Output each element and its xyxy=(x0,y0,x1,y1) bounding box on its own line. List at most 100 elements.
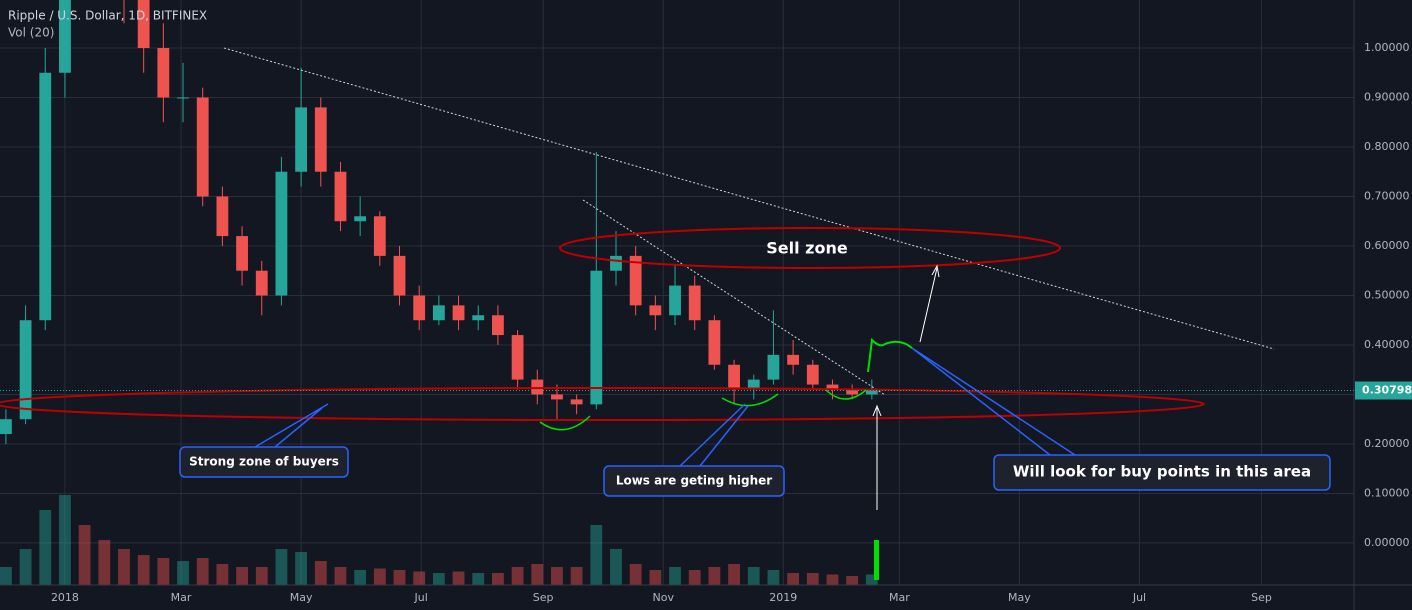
candle-body xyxy=(806,364,819,385)
volume-bar xyxy=(728,564,740,585)
volume-bar xyxy=(669,567,681,585)
candle-body xyxy=(275,171,288,296)
volume-bar xyxy=(19,549,32,585)
volume-bar xyxy=(373,568,386,585)
volume-bar xyxy=(452,571,465,585)
annotation: Lows are geting higher xyxy=(616,474,772,488)
volume-bar xyxy=(78,525,91,585)
candle-body xyxy=(767,354,780,380)
candle-body xyxy=(570,399,583,405)
volume-bar xyxy=(708,567,721,585)
volume-bar xyxy=(531,564,544,585)
candle-body xyxy=(590,270,603,405)
y-tick-label: 0.70000 xyxy=(1364,189,1410,202)
callout-pointer xyxy=(679,403,749,467)
volume-bar xyxy=(393,570,406,585)
volume-bar xyxy=(275,549,288,585)
candle-body xyxy=(649,305,662,316)
x-tick-label: Jul xyxy=(414,591,428,604)
y-tick-label: 0.20000 xyxy=(1364,437,1410,450)
volume-bar xyxy=(649,570,662,585)
candle-body xyxy=(610,255,622,271)
candle-body xyxy=(551,394,563,400)
candle-body xyxy=(39,72,52,321)
volume-bar xyxy=(157,558,170,585)
x-tick-label: Mar xyxy=(171,591,192,604)
x-tick-label: Sep xyxy=(1251,591,1272,604)
y-tick-label: 1.00000 xyxy=(1364,41,1410,54)
candle-body xyxy=(334,171,347,222)
candle-body xyxy=(295,107,308,172)
candle-body xyxy=(393,255,406,296)
volume-bar xyxy=(59,495,71,585)
volume-bar xyxy=(255,567,268,585)
volume-bar xyxy=(826,574,839,585)
y-tick-label: 0.50000 xyxy=(1364,288,1410,301)
drawings: Sell zone Strong zone of buyers Lows are… xyxy=(0,47,1331,580)
volume-bar xyxy=(472,573,485,585)
low-arc xyxy=(539,415,591,431)
x-tick-label: Jul xyxy=(1132,591,1146,604)
candle-body xyxy=(314,107,327,172)
candle-body xyxy=(826,384,839,390)
x-tick-label: Sep xyxy=(533,591,554,604)
volume-bar xyxy=(354,570,367,585)
candle-body xyxy=(216,196,229,237)
candle-body xyxy=(688,285,701,321)
x-tick-label: May xyxy=(290,591,313,604)
callout-box xyxy=(993,454,1331,491)
x-tick-label: May xyxy=(1008,591,1031,604)
volume-bar xyxy=(413,571,426,585)
volume-bar xyxy=(570,567,583,585)
arrow-head xyxy=(872,404,882,417)
callout-box xyxy=(179,446,349,478)
candle-body xyxy=(137,0,150,49)
volume-bar xyxy=(314,561,327,585)
last-price-box xyxy=(1355,381,1412,400)
volume-bar xyxy=(610,549,622,585)
candle-body xyxy=(177,97,189,99)
x-tick-label: 2018 xyxy=(51,591,79,604)
trend-line xyxy=(223,47,1275,350)
arrow-head xyxy=(931,264,940,278)
volume-bar xyxy=(846,576,859,585)
volume-bar xyxy=(334,567,347,585)
volume-bar xyxy=(590,525,603,585)
y-tick-label: 0.90000 xyxy=(1364,91,1410,104)
volume-bar xyxy=(0,567,12,585)
y-tick-label: 0.00000 xyxy=(1364,536,1410,549)
sell-zone-ellipse xyxy=(559,227,1061,269)
candle-body xyxy=(787,354,800,365)
volume-bar xyxy=(177,561,189,585)
candle-body xyxy=(157,48,170,98)
last-price-label: 0.30798 xyxy=(1362,384,1412,397)
projection xyxy=(867,337,913,373)
candle-body xyxy=(19,320,32,420)
chart-subtitle: Vol (20) xyxy=(8,26,54,40)
volume-bar xyxy=(196,558,209,585)
x-tick-label: Mar xyxy=(889,591,910,604)
candle-body xyxy=(432,305,445,321)
volume-bar xyxy=(492,573,504,585)
callout-pointer xyxy=(254,403,329,448)
volume-bar xyxy=(865,574,878,585)
candles xyxy=(0,0,878,444)
volume-bar xyxy=(118,549,130,585)
volume-bar xyxy=(629,564,642,585)
candle-body xyxy=(255,270,268,296)
candle-body xyxy=(669,285,681,316)
low-arc xyxy=(825,389,867,400)
axes: 0.000000.100000.200000.300000.400000.500… xyxy=(0,41,1412,604)
volume-bar xyxy=(747,567,760,585)
candle-body xyxy=(236,236,248,271)
candle-body xyxy=(747,379,760,390)
marker xyxy=(874,540,879,580)
y-tick-label: 0.80000 xyxy=(1364,140,1410,153)
y-tick-label: 0.60000 xyxy=(1364,239,1410,252)
candle-body xyxy=(59,0,71,73)
arrow xyxy=(919,267,938,343)
candle-body xyxy=(492,315,504,336)
volume-bar xyxy=(511,567,524,585)
candle-body xyxy=(708,320,721,365)
chart-title: Ripple / U.S. Dollar, 1D, BITFINEX xyxy=(8,9,207,23)
